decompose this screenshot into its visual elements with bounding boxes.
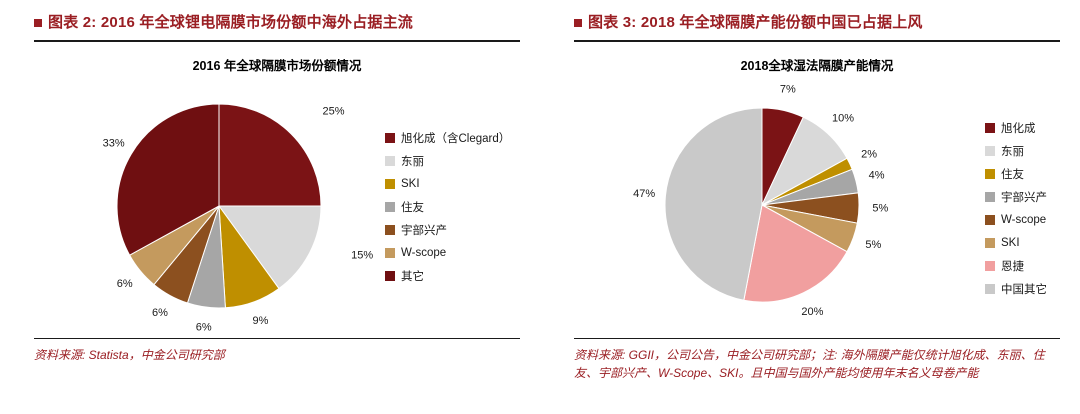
- legend-swatch: [985, 122, 995, 133]
- legend-label: W-scope: [1001, 213, 1047, 226]
- legend-item: SKI: [985, 236, 1047, 249]
- legend-swatch: [385, 155, 395, 166]
- pie-slice: [116, 103, 220, 256]
- legend-swatch: [985, 168, 995, 179]
- pie-data-label: 47%: [633, 188, 655, 200]
- header-rule: [574, 40, 1060, 42]
- pie-data-label: 4%: [869, 170, 885, 182]
- legend-label: 宇部兴产: [1001, 191, 1047, 204]
- red-square-bullet: [574, 18, 582, 27]
- legend-swatch: [385, 270, 395, 281]
- legend-label: SKI: [1001, 236, 1020, 249]
- figure-2-header: 图表 2: 2016 年全球锂电隔膜市场份额中海外占据主流: [34, 11, 526, 32]
- legend-swatch: [985, 214, 995, 225]
- legend-label: 中国其它: [1001, 283, 1047, 296]
- pie-data-label: 7%: [780, 83, 796, 95]
- figure-3-panel: 图表 3: 2018 年全球隔膜产能份额中国已占据上风 2018全球湿法隔膜产能…: [540, 0, 1080, 414]
- legend-item: 住友: [385, 200, 510, 214]
- legend-swatch: [985, 260, 995, 271]
- legend-item: W-scope: [385, 246, 510, 259]
- legend-swatch: [385, 247, 395, 258]
- legend-item: 东丽: [385, 154, 510, 168]
- legend-item: 住友: [985, 167, 1047, 181]
- pie-chart-2016-market-share: 25% 15% 9% 6% 6% 6% 33%: [103, 103, 373, 333]
- legend-item: W-scope: [985, 213, 1047, 226]
- legend-swatch: [385, 224, 395, 235]
- pie-data-label: 20%: [801, 306, 823, 318]
- pie-data-label: 33%: [103, 138, 125, 150]
- legend-item: 中国其它: [985, 282, 1047, 296]
- legend-label: W-scope: [401, 246, 447, 259]
- legend-item: 恩捷: [985, 259, 1047, 273]
- pie-chart-2018-capacity-share: 7% 10% 2% 4% 5% 5% 20% 47%: [633, 83, 888, 318]
- legend-label: 旭化成: [1001, 122, 1036, 135]
- pie-data-label: 5%: [865, 239, 881, 251]
- source-rule: [34, 338, 520, 339]
- legend-item: SKI: [385, 177, 510, 190]
- legend-label: 住友: [401, 201, 424, 214]
- legend-item: 其它: [385, 269, 510, 283]
- legend-swatch: [985, 145, 995, 156]
- legend-item: 旭化成: [985, 121, 1047, 135]
- pie-data-label: 25%: [322, 105, 344, 117]
- legend-label: 其它: [401, 270, 424, 283]
- source-rule: [574, 338, 1060, 339]
- figure-2-header-text: 图表 2: 2016 年全球锂电隔膜市场份额中海外占据主流: [48, 14, 414, 31]
- pie-slice: [664, 107, 763, 301]
- red-square-bullet: [34, 18, 42, 27]
- legend-swatch: [985, 237, 995, 248]
- legend-label: SKI: [401, 177, 420, 190]
- legend-label: 恩捷: [1001, 260, 1024, 273]
- pie-data-label: 6%: [152, 307, 168, 319]
- pie-data-label: 9%: [253, 315, 269, 327]
- figure-3-header: 图表 3: 2018 年全球隔膜产能份额中国已占据上风: [574, 11, 1066, 32]
- chart-title-2018: 2018全球湿法隔膜产能情况: [740, 59, 894, 73]
- figure-2-panel: 图表 2: 2016 年全球锂电隔膜市场份额中海外占据主流 2016 年全球隔膜…: [34, 11, 526, 362]
- legend-2018: 旭化成东丽住友宇部兴产 W-scope SKI 恩捷中国其它: [985, 121, 1047, 305]
- pie-slice: [743, 204, 848, 303]
- legend-label: 东丽: [1001, 145, 1024, 158]
- pie-data-label: 10%: [832, 113, 854, 125]
- legend-label: 宇部兴产: [401, 224, 447, 237]
- legend-2016: 旭化成（含Clegard） 东丽 SKI 住友宇部兴产 W-scope 其它: [385, 131, 510, 292]
- legend-swatch: [985, 191, 995, 202]
- source-note-figure-3: 资料来源: GGII，公司公告，中金公司研究部；注: 海外隔膜产能仅统计旭化成、…: [574, 348, 1045, 380]
- source-note-figure-2: 资料来源: Statista，中金公司研究部: [34, 348, 225, 362]
- pie-data-label: 6%: [117, 278, 133, 290]
- legend-label: 旭化成（含Clegard）: [401, 132, 511, 145]
- legend-label: 住友: [1001, 168, 1024, 181]
- figure-3-header-text: 图表 3: 2018 年全球隔膜产能份额中国已占据上风: [588, 14, 923, 31]
- pie-slice: [218, 205, 322, 290]
- legend-swatch: [385, 178, 395, 189]
- header-rule: [34, 40, 520, 42]
- legend-swatch: [385, 132, 395, 143]
- legend-item: 宇部兴产: [385, 223, 510, 237]
- legend-swatch: [385, 201, 395, 212]
- legend-item: 旭化成（含Clegard）: [385, 131, 511, 145]
- legend-swatch: [985, 283, 995, 294]
- pie-data-label: 6%: [196, 321, 212, 333]
- legend-item: 宇部兴产: [985, 190, 1047, 204]
- pie-data-label: 5%: [872, 203, 888, 215]
- legend-label: 东丽: [401, 155, 424, 168]
- pie-data-label: 15%: [351, 250, 373, 262]
- chart-title-2016: 2016 年全球隔膜市场份额情况: [192, 59, 362, 73]
- pie-data-label: 2%: [861, 149, 877, 161]
- legend-item: 东丽: [985, 144, 1047, 158]
- pie-slice: [218, 103, 322, 207]
